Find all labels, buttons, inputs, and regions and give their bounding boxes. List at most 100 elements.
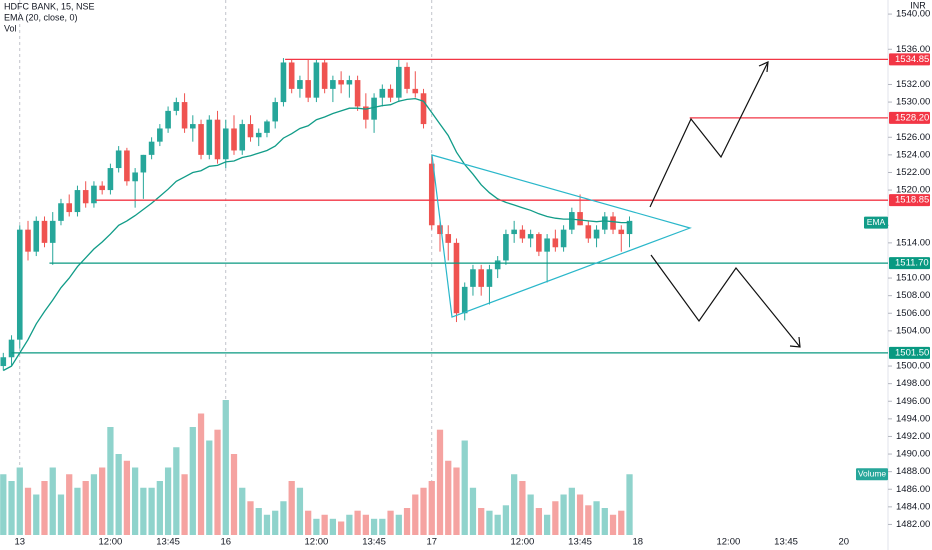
volume-bar [247,501,254,535]
level-label-box [889,111,930,124]
down-arrow-head [789,336,801,348]
y-tick-label: 1496.00 [896,396,930,407]
candle-body [618,229,625,235]
label-layer: 13 12:00 13:45 16 12:00 13:45 17 12:00 13:45 18 12… [14,9,930,548]
volume-bar [57,494,65,535]
candle-body [124,150,130,182]
volume-bar [214,429,221,535]
y-tick-label: 1492.00 [896,431,930,442]
drawings [431,61,801,348]
volume-bar [453,467,460,535]
volume-bar [41,481,48,535]
volume-bar [148,487,155,535]
volume-bar [0,474,7,535]
volume-bar [370,518,378,535]
volume-bar [140,487,147,535]
y-tick-label: 1484.00 [896,501,930,512]
y-tick-label: 1520.00 [896,185,930,196]
y-tick-label: 1498.00 [896,378,930,389]
candle-body [412,88,419,94]
y-tick-label: 1536.00 [896,44,930,55]
volume-bar [49,467,56,535]
candle-body [354,80,361,107]
volume-bar [33,494,40,535]
candle-body [280,62,287,103]
volume-bar [436,429,444,535]
down-arrow [650,254,801,348]
volume-bar [478,508,485,535]
candle-body [288,62,295,89]
ema-tag-box [864,216,888,229]
candle-body [536,234,542,252]
candle-body [519,229,526,239]
volume-bar [585,505,592,535]
y-tick-label: 1540.00 [896,9,930,20]
candle-body [264,121,270,133]
volume-bar [626,474,633,535]
y-tick-label: 1508.00 [896,290,930,301]
candle-body [610,216,616,230]
volume-bar [66,474,73,535]
volume-bar [519,481,526,535]
candle-body [58,203,64,221]
volume-bar [313,518,320,535]
volume-bar [222,400,229,535]
volume-bar [189,427,196,535]
volume-bar [527,494,534,535]
candle-body [585,225,592,239]
candle-body [461,286,468,314]
candle-body [371,97,377,120]
volume-bar [99,467,106,535]
volume-bar [296,487,304,535]
candle-body [16,229,23,340]
candle-body [437,225,443,235]
volume-bar [255,508,262,535]
volume-bar [107,427,114,535]
y-tick-label: 1530.00 [896,97,930,108]
candle-body [198,124,204,155]
level-label-box [889,346,930,359]
x-tick-label: 12:00 [305,537,329,548]
x-tick-label: 13:45 [362,537,386,548]
volume-bar [337,521,345,535]
volume-bar [609,514,617,535]
candle-body [527,234,534,239]
candle-body [107,168,114,191]
y-tick-label: 1514.00 [896,237,930,248]
volume-bar [132,467,139,535]
candle-body [453,242,460,314]
volume-bar [576,494,584,535]
candle-body [91,185,97,204]
candle-body [0,357,7,367]
candle-body [8,339,15,358]
y-tick-label: 1494.00 [896,413,930,424]
candle-body [428,163,435,226]
candle-body [593,229,600,239]
candle-body [297,80,303,89]
volume-bar [164,467,172,535]
volume-tag-box [856,468,888,481]
volume-bar [461,440,468,535]
level-label: 1501.50 [895,347,929,358]
volume-bar [321,514,328,535]
candle-body [222,128,229,160]
volume-bar [535,508,543,535]
candle-body [445,234,452,243]
candle-body [577,212,583,226]
volume-bar [263,514,271,535]
candle-body [305,80,311,98]
candle-body [552,238,559,248]
volume-bar [82,481,89,535]
candle-body [165,110,171,129]
candle-body [82,190,89,204]
background-layer [0,0,633,535]
y-tick-label: 1482.00 [896,519,930,530]
candle-body [379,88,386,98]
x-tick-label: 18 [632,537,643,548]
candle-body [511,229,517,235]
candle-body [601,216,608,230]
volume-tag: Volume [858,469,887,479]
volume-bar [206,440,213,535]
volume-bar [395,514,402,535]
